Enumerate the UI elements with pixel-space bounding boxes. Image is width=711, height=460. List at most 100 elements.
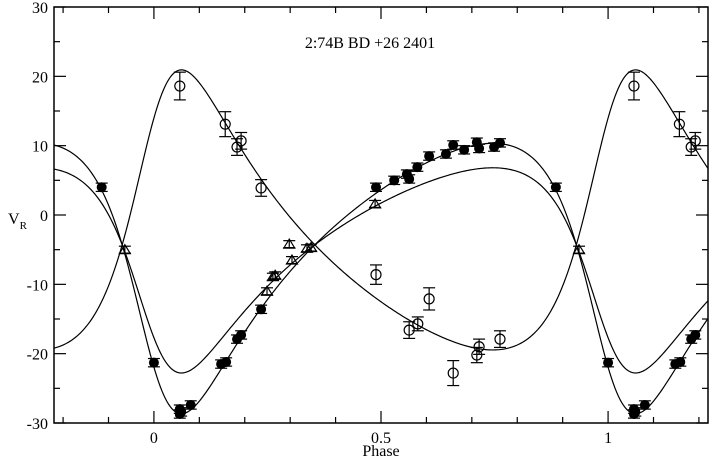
model-curves — [53, 69, 709, 415]
data-point — [260, 285, 274, 296]
open-circle-marker — [685, 141, 697, 153]
open-circle-marker — [471, 349, 483, 361]
y-axis-title: VR — [8, 211, 28, 232]
open-triangle-marker — [572, 243, 586, 255]
open-circle-marker — [494, 333, 506, 345]
open-circle-marker — [219, 118, 231, 130]
data-point — [439, 148, 452, 159]
filled-circle-marker — [675, 356, 686, 367]
filled-circle-marker — [639, 399, 650, 410]
open-circle-marker — [673, 118, 685, 130]
filled-circle-marker — [148, 357, 159, 368]
data-point — [235, 329, 248, 340]
y-tick-label: 30 — [32, 0, 48, 17]
data-point — [689, 131, 702, 150]
data-point — [549, 182, 562, 193]
data-point — [255, 304, 268, 315]
open-circle-marker — [689, 135, 701, 147]
filled-circle-marker — [96, 182, 107, 193]
filled-circle-marker — [550, 182, 561, 193]
filled-circle-marker — [494, 137, 505, 148]
data-point — [184, 399, 197, 410]
open-circle-marker — [370, 269, 382, 281]
model-curve-1 — [53, 142, 709, 415]
data-point — [602, 357, 615, 368]
data-point — [689, 329, 702, 340]
data-point — [255, 179, 268, 197]
data-point — [368, 197, 382, 209]
open-circle-marker — [473, 341, 485, 353]
data-point — [470, 346, 483, 364]
data-point — [638, 399, 651, 410]
data-point — [447, 360, 460, 387]
model-curve-2 — [53, 69, 709, 351]
open-circle-marker — [235, 135, 247, 147]
data-point — [282, 237, 296, 249]
open-triangle-marker — [268, 269, 282, 280]
data-point — [403, 173, 416, 184]
y-tick-label: -30 — [27, 416, 48, 433]
open-triangle-marker — [285, 253, 299, 265]
data-point — [370, 264, 383, 285]
filled-circle-marker — [221, 356, 232, 367]
data-point — [147, 357, 160, 368]
data-point — [493, 137, 506, 148]
data-point — [447, 139, 460, 150]
data-point — [388, 175, 401, 186]
data-point — [411, 162, 424, 173]
open-circle-marker — [231, 141, 243, 153]
filled-circle-marker — [630, 406, 641, 417]
chart-title: 2:74B BD +26 2401 — [305, 35, 435, 52]
data-point — [629, 406, 642, 417]
open-triangle-marker — [282, 237, 296, 249]
data-point — [173, 71, 186, 101]
data-point — [95, 182, 108, 193]
y-tick-label: 0 — [40, 208, 48, 225]
data-point — [423, 151, 436, 162]
filled-circle-marker — [185, 399, 196, 410]
filled-circle-marker — [389, 175, 400, 186]
open-circle-marker — [403, 324, 415, 336]
data-point — [235, 131, 248, 150]
data-points — [95, 71, 702, 419]
data-point — [304, 241, 318, 253]
filled-circle-marker — [236, 329, 247, 340]
data-point — [175, 406, 188, 417]
open-triangle-marker — [304, 241, 318, 253]
filled-circle-marker — [474, 143, 485, 154]
model-curve-3 — [53, 167, 709, 374]
open-triangle-marker — [260, 285, 274, 296]
open-circle-marker — [174, 80, 186, 92]
filled-circle-marker — [424, 151, 435, 162]
data-point — [673, 111, 686, 138]
data-point — [473, 143, 486, 154]
data-point — [572, 243, 586, 255]
data-point — [411, 316, 424, 332]
data-point — [285, 253, 299, 265]
axis-ticks: 0 0.5 1 -30 -20 -10 0 10 20 30 — [27, 0, 708, 447]
filled-circle-marker — [448, 139, 459, 150]
data-point — [220, 356, 233, 367]
open-circle-marker — [628, 80, 640, 92]
y-tick-label: 10 — [32, 139, 48, 156]
data-point — [493, 330, 506, 349]
data-point — [473, 338, 486, 355]
x-axis-title: Phase — [362, 443, 399, 460]
filled-circle-marker — [603, 357, 614, 368]
data-point — [268, 269, 282, 280]
y-tick-label: -20 — [27, 347, 48, 364]
open-circle-marker — [423, 293, 435, 305]
open-circle-marker — [447, 367, 459, 379]
data-point — [674, 356, 687, 367]
filled-circle-marker — [459, 144, 470, 155]
y-tick-label: 20 — [32, 69, 48, 86]
data-point — [370, 182, 383, 193]
open-triangle-marker — [300, 242, 314, 253]
x-tick-label: 0.5 — [371, 430, 391, 447]
open-triangle-marker — [368, 197, 382, 209]
filled-circle-marker — [440, 148, 451, 159]
filled-circle-marker — [371, 182, 382, 193]
data-point — [219, 111, 232, 138]
open-triangle-marker — [118, 243, 132, 255]
